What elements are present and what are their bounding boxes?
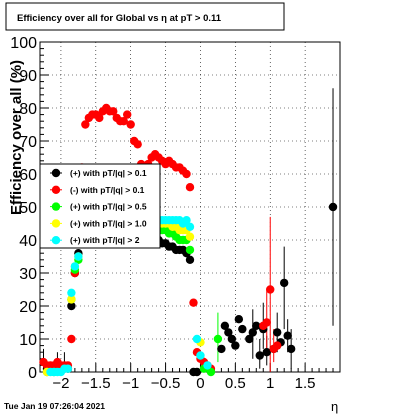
data-point: [255, 351, 264, 360]
y-tick-label: 90: [19, 68, 37, 85]
data-point: [192, 334, 202, 344]
data-point: [81, 120, 90, 129]
data-point: [123, 110, 132, 119]
data-point: [213, 334, 223, 344]
data-point: [248, 328, 257, 337]
data-point: [283, 331, 292, 340]
data-point: [224, 328, 233, 337]
data-point: [286, 344, 296, 354]
data-point: [279, 278, 289, 288]
x-tick-label: 0.5: [225, 375, 246, 392]
data-point: [182, 169, 191, 179]
data-point: [245, 334, 254, 344]
data-point: [262, 318, 271, 327]
data-point: [67, 295, 76, 304]
x-axis-ticks: −2 −1.5 −1 −0.5 0 0.5 1 1.5: [39, 363, 334, 392]
data-point: [63, 364, 73, 373]
y-tick-label: 40: [19, 233, 37, 250]
y-tick-label: 20: [19, 299, 37, 316]
legend-label: (+) with pT/|q| > 1.0: [70, 218, 147, 228]
y-axis-label: Efficiency over all (%): [8, 60, 25, 215]
x-axis-label: η: [331, 399, 338, 414]
y-tick-label: 60: [19, 167, 37, 184]
x-tick-label: −1.5: [81, 375, 111, 392]
data-point: [192, 367, 202, 377]
data-point: [206, 367, 216, 377]
data-point: [185, 232, 195, 241]
x-tick-label: −0.5: [151, 375, 181, 392]
data-point: [203, 361, 212, 370]
data-point: [67, 288, 76, 297]
y-tick-label: 30: [19, 266, 37, 283]
data-point: [220, 321, 230, 330]
data-point: [189, 298, 198, 307]
y-tick-label: 0: [28, 365, 37, 382]
data-point: [273, 328, 282, 337]
x-tick-label: −2: [52, 375, 69, 392]
data-point: [119, 117, 128, 126]
chart-title: Efficiency over all for Global vs η at p…: [17, 13, 222, 24]
legend-label: (+) with pT/|q| > 2: [70, 235, 140, 245]
legend-label: (-) with pT/|q| > 0.1: [70, 185, 145, 195]
data-point: [217, 344, 226, 354]
timestamp: Tue Jan 19 07:26:04 2021: [4, 401, 105, 411]
y-tick-label: 70: [19, 134, 37, 151]
y-axis-ticks: 0 10 20 30 40 50 60 70 80 90 100: [10, 35, 49, 382]
data-point: [185, 222, 195, 231]
y-tick-label: 50: [19, 200, 37, 217]
legend: (+) with pT/|q| > 0.1 (-) with pT/|q| > 0…: [39, 163, 161, 249]
x-tick-label: 1.5: [295, 375, 316, 392]
x-tick-label: 1: [266, 375, 274, 392]
data-point: [95, 113, 104, 123]
data-point: [273, 341, 282, 350]
data-point: [67, 334, 76, 344]
legend-label: (+) with pT/|q| > 0.1: [70, 168, 147, 178]
data-point: [266, 285, 275, 294]
y-tick-label: 10: [19, 332, 37, 349]
x-tick-label: 0: [196, 375, 204, 392]
data-point: [67, 301, 76, 311]
y-tick-label: 100: [10, 35, 37, 52]
legend-label: (+) with pT/|q| > 0.5: [70, 202, 147, 212]
data-point: [196, 351, 205, 360]
data-point: [328, 202, 338, 212]
data-point: [109, 107, 118, 116]
data-point: [231, 341, 240, 350]
data-point: [185, 255, 195, 264]
data-point: [182, 216, 191, 225]
data-point: [74, 252, 83, 261]
data-point: [133, 140, 142, 149]
data-point: [252, 321, 261, 330]
data-point: [234, 315, 244, 324]
data-point: [185, 245, 195, 255]
x-tick-label: −1: [122, 375, 139, 392]
data-point: [126, 120, 135, 129]
data-point: [238, 324, 247, 334]
data-point: [227, 334, 237, 344]
title-box: [5, 2, 285, 31]
y-tick-label: 80: [19, 101, 37, 118]
data-point: [185, 183, 195, 192]
data-point: [262, 348, 271, 357]
data-point: [70, 262, 80, 271]
